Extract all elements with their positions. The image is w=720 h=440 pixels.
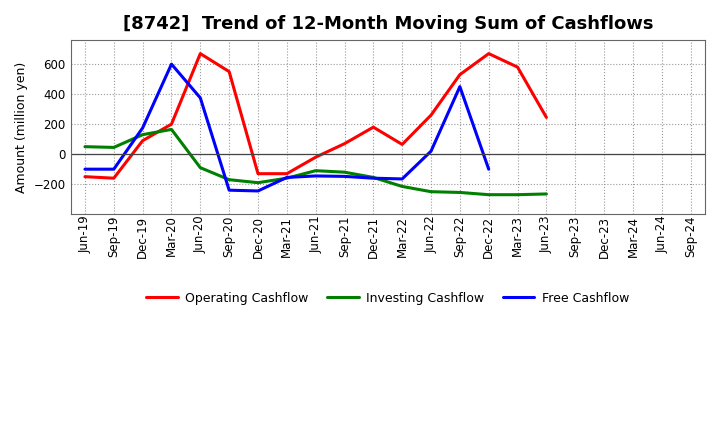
Free Cashflow — [138, 125, 147, 131]
Operating Cashflow — [138, 138, 147, 143]
Free Cashflow — [485, 167, 493, 172]
Line: Free Cashflow: Free Cashflow — [85, 64, 489, 191]
Investing Cashflow — [427, 189, 436, 194]
Operating Cashflow — [109, 176, 118, 181]
Investing Cashflow — [138, 132, 147, 137]
Free Cashflow — [369, 176, 378, 181]
Free Cashflow — [167, 62, 176, 67]
Line: Operating Cashflow: Operating Cashflow — [85, 54, 546, 178]
Operating Cashflow — [369, 125, 378, 130]
Investing Cashflow — [253, 180, 262, 185]
Investing Cashflow — [369, 175, 378, 180]
Investing Cashflow — [311, 168, 320, 173]
Free Cashflow — [81, 167, 89, 172]
Investing Cashflow — [282, 176, 291, 181]
Operating Cashflow — [456, 72, 464, 77]
Free Cashflow — [109, 167, 118, 172]
Operating Cashflow — [282, 171, 291, 176]
Free Cashflow — [427, 149, 436, 154]
Investing Cashflow — [167, 127, 176, 132]
Free Cashflow — [196, 95, 204, 100]
Operating Cashflow — [485, 51, 493, 56]
Investing Cashflow — [225, 177, 233, 182]
Investing Cashflow — [485, 192, 493, 197]
Investing Cashflow — [81, 144, 89, 149]
Free Cashflow — [282, 175, 291, 180]
Operating Cashflow — [311, 154, 320, 160]
Operating Cashflow — [225, 69, 233, 74]
Operating Cashflow — [542, 115, 551, 120]
Free Cashflow — [398, 176, 407, 182]
Investing Cashflow — [456, 190, 464, 195]
Investing Cashflow — [542, 191, 551, 197]
Operating Cashflow — [253, 171, 262, 176]
Free Cashflow — [225, 187, 233, 193]
Free Cashflow — [253, 188, 262, 194]
Operating Cashflow — [427, 113, 436, 118]
Operating Cashflow — [81, 174, 89, 180]
Investing Cashflow — [109, 145, 118, 150]
Investing Cashflow — [340, 169, 348, 175]
Investing Cashflow — [513, 192, 522, 197]
Line: Investing Cashflow: Investing Cashflow — [85, 129, 546, 194]
Legend: Operating Cashflow, Investing Cashflow, Free Cashflow: Operating Cashflow, Investing Cashflow, … — [141, 286, 634, 310]
Investing Cashflow — [398, 184, 407, 189]
Title: [8742]  Trend of 12-Month Moving Sum of Cashflows: [8742] Trend of 12-Month Moving Sum of C… — [122, 15, 653, 33]
Free Cashflow — [456, 84, 464, 89]
Y-axis label: Amount (million yen): Amount (million yen) — [15, 62, 28, 193]
Operating Cashflow — [167, 121, 176, 127]
Free Cashflow — [340, 174, 348, 179]
Free Cashflow — [311, 173, 320, 179]
Investing Cashflow — [196, 165, 204, 170]
Operating Cashflow — [196, 51, 204, 56]
Operating Cashflow — [513, 65, 522, 70]
Operating Cashflow — [340, 141, 348, 147]
Operating Cashflow — [398, 142, 407, 147]
